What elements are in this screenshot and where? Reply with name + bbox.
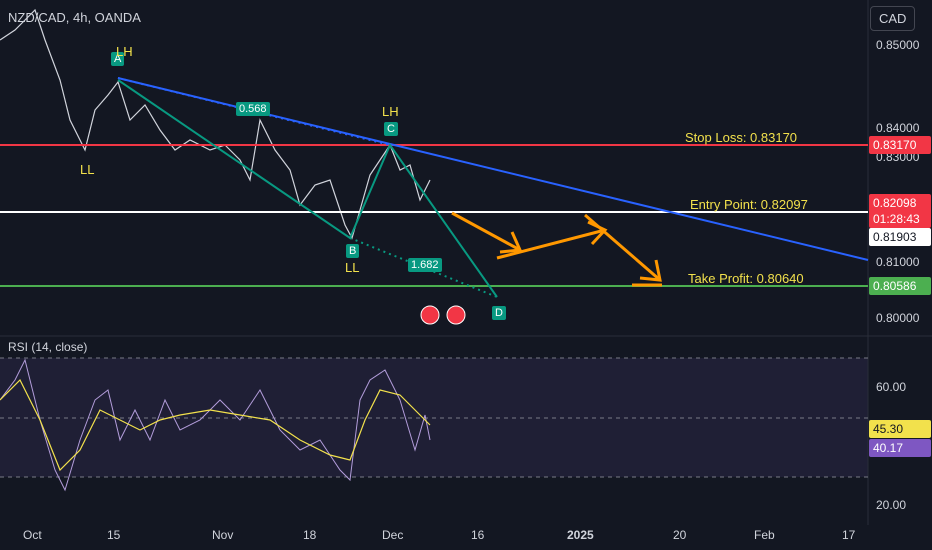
swing-label: LH xyxy=(116,44,133,59)
rsi-ma-tag: 45.30 xyxy=(869,420,931,438)
time-label: 20 xyxy=(673,528,687,542)
point-b: B xyxy=(346,244,360,258)
time-label: 17 xyxy=(842,528,856,542)
stop-loss-label: Stop Loss: 0.83170 xyxy=(685,130,798,145)
take-profit-label: Take Profit: 0.80640 xyxy=(688,271,804,286)
stop-tag: 0.83170 xyxy=(869,136,931,154)
time-label: 15 xyxy=(107,528,121,542)
ratio: 0.568 xyxy=(236,102,270,116)
abcd-pattern xyxy=(117,79,498,298)
time-label: Nov xyxy=(212,528,234,542)
time-label: 18 xyxy=(303,528,317,542)
projection-arrows xyxy=(451,211,662,287)
time-label: 16 xyxy=(471,528,485,542)
event-icon[interactable] xyxy=(446,305,466,325)
time-label: 2025 xyxy=(567,528,594,542)
currency[interactable]: CAD xyxy=(870,6,916,31)
time-label: Oct xyxy=(23,528,42,542)
rsi-tag: 40.17 xyxy=(869,439,931,457)
rsi-ma xyxy=(0,378,431,472)
entry-label: Entry Point: 0.82097 xyxy=(690,197,808,212)
price-label: 0.84000 xyxy=(876,121,920,135)
point-d: D xyxy=(492,306,506,320)
price xyxy=(0,8,431,240)
price-label: 0.85000 xyxy=(876,38,920,52)
swing-label: LL xyxy=(345,260,360,275)
time-label: Feb xyxy=(754,528,775,542)
symbol[interactable]: NZD/CAD, 4h, OANDA xyxy=(8,10,141,25)
ratio: 1.682 xyxy=(408,258,442,272)
rsi-title: RSI (14, close) xyxy=(8,340,88,354)
price-label: 0.81000 xyxy=(876,255,920,269)
entry-tag: 0.81903 xyxy=(869,228,931,246)
swing-label: LH xyxy=(382,104,399,119)
price-label: 0.80000 xyxy=(876,311,920,325)
time-label: Dec xyxy=(382,528,404,542)
rsi-label: 60.00 xyxy=(876,380,907,394)
last-tag: 0.82098 xyxy=(869,194,931,212)
target-tag: 0.80586 xyxy=(869,277,931,295)
rsi-levels xyxy=(0,357,868,478)
swing-label: LL xyxy=(80,162,95,177)
event-icon[interactable] xyxy=(420,305,440,325)
rsi-label: 20.00 xyxy=(876,498,907,512)
countdown-tag: 01:28:43 xyxy=(869,210,931,228)
point-a: A xyxy=(111,52,125,66)
point-c: C xyxy=(384,122,398,136)
